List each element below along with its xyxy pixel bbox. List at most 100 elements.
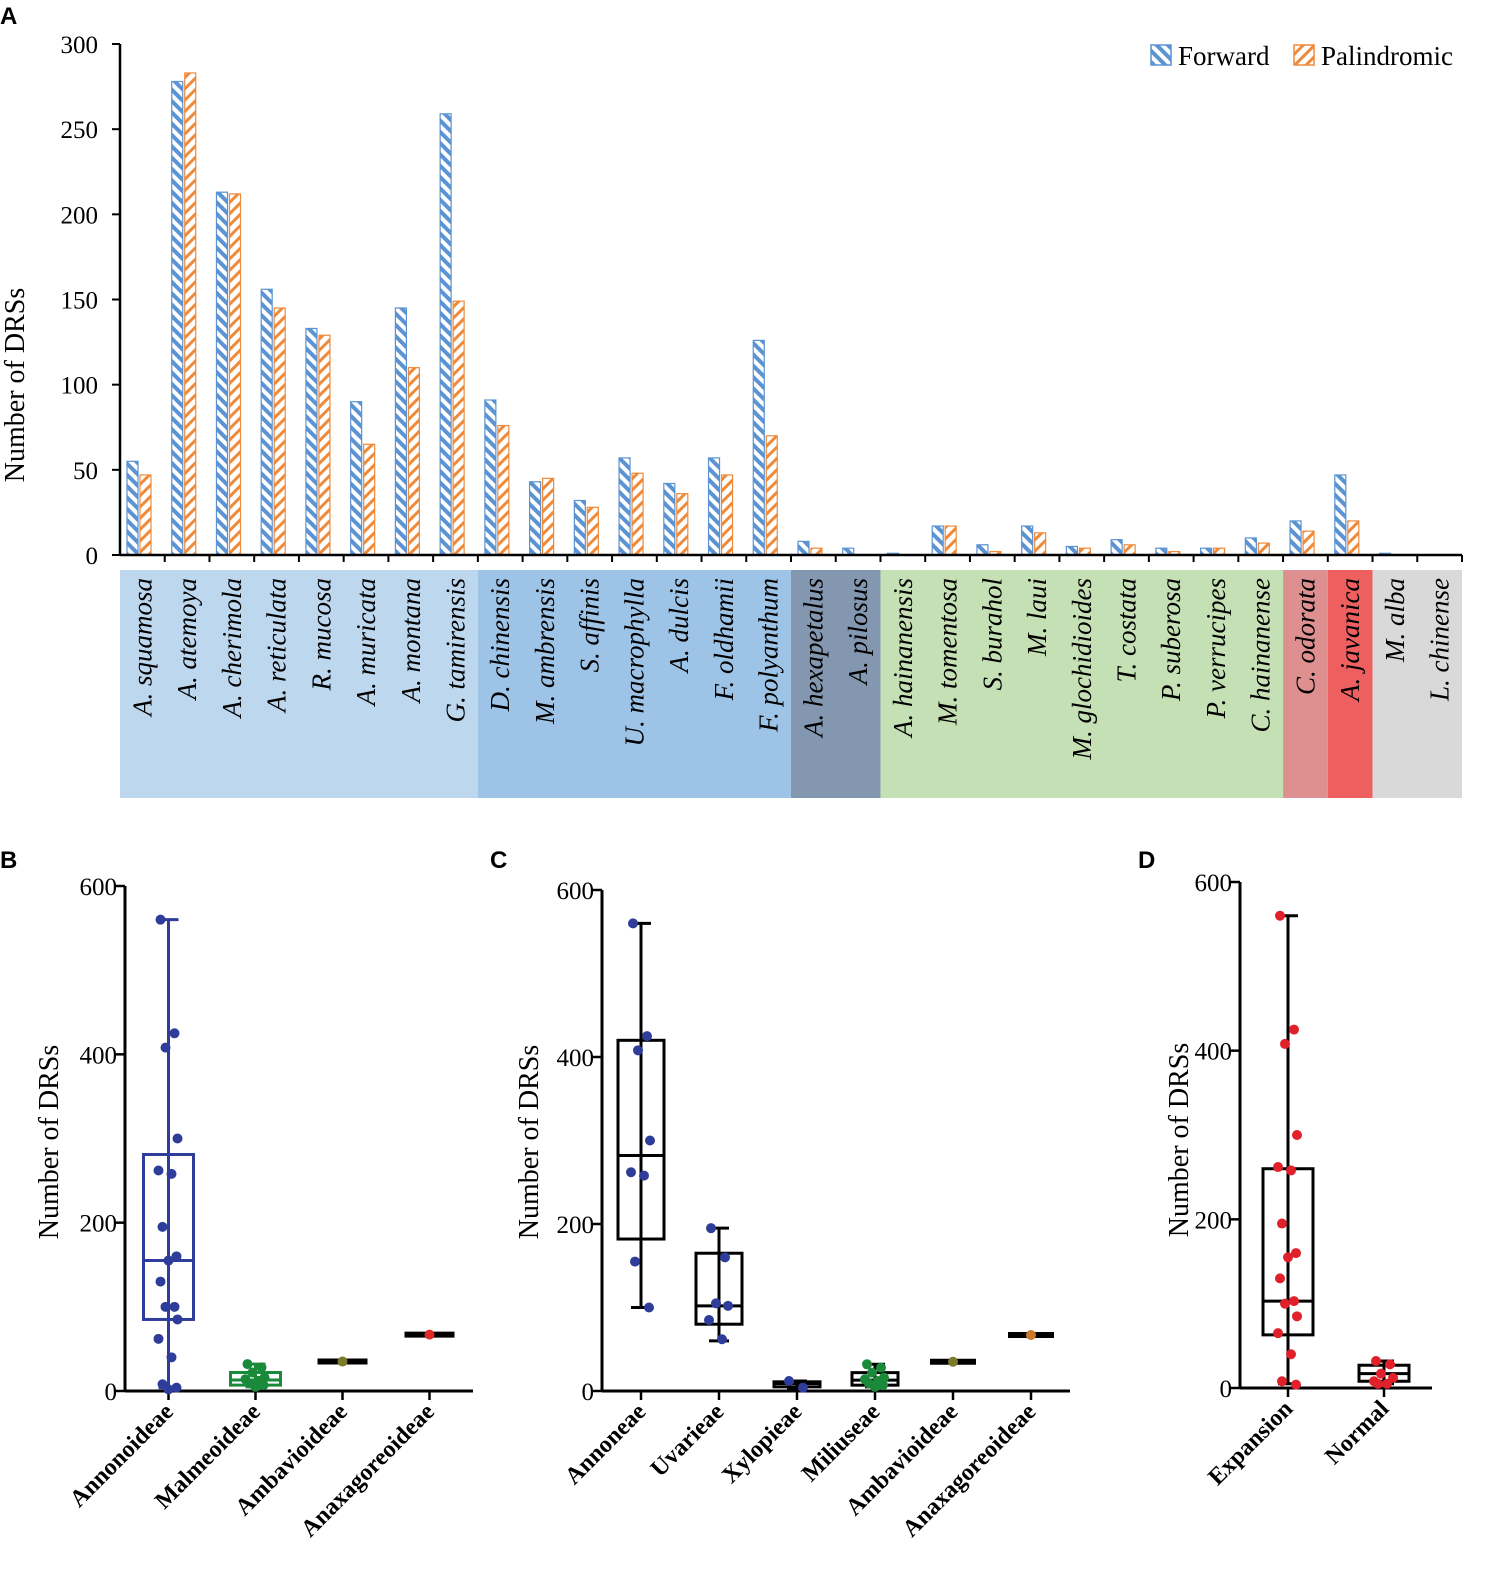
data-point-uvarieae xyxy=(723,1300,733,1311)
data-point-annoneae xyxy=(628,918,638,929)
category-band-7 xyxy=(1372,570,1462,798)
data-point-miliuseae xyxy=(878,1380,888,1391)
data-point-anaxagoreoideae xyxy=(424,1329,435,1340)
y-tick-label: 200 xyxy=(557,1212,595,1239)
data-point-annonoideae xyxy=(160,1301,171,1312)
y-tick-label: 150 xyxy=(61,288,99,315)
panel-c-y-axis-label: Number of DRSs xyxy=(514,1045,545,1239)
data-point-xylopieae xyxy=(798,1382,808,1393)
bar-palindromic-r-mucosa xyxy=(318,334,331,556)
category-label-normal: Normal xyxy=(1320,1396,1394,1470)
legend-swatch-palindromic xyxy=(1293,44,1315,66)
data-point-expansion xyxy=(1286,1165,1296,1176)
data-point-annoneae xyxy=(626,1167,636,1178)
category-band-2 xyxy=(477,570,791,798)
tick-label-u-macrophylla: U. macrophylla xyxy=(619,578,649,746)
bar-palindromic-a-reticulata xyxy=(273,307,286,556)
data-point-uvarieae xyxy=(704,1315,714,1326)
box-plot-d: 0 200 400 600 Expansion Normal xyxy=(1195,870,1432,1491)
y-tick-label: 200 xyxy=(1195,1207,1233,1234)
data-point-miliuseae xyxy=(867,1367,877,1378)
data-point-expansion xyxy=(1277,1376,1287,1387)
tick-label-m-alba: M. alba xyxy=(1380,578,1410,663)
data-point-expansion xyxy=(1292,1130,1302,1140)
tick-label-m-glochidioides: M. glochidioides xyxy=(1067,578,1097,760)
y-tick-label: 200 xyxy=(80,1211,118,1238)
bar-forward-a-squamosa xyxy=(126,460,139,556)
legend-swatch-forward xyxy=(1150,44,1172,66)
data-point-annonoideae xyxy=(169,1028,180,1039)
legend-label-palindromic: Palindromic xyxy=(1321,41,1453,71)
y-tick-label: 100 xyxy=(61,373,99,400)
data-point-annonoideae xyxy=(171,1382,182,1393)
bar-forward-a-cherimola xyxy=(215,191,229,556)
tick-label-f-oldhamii: F. oldhamii xyxy=(709,578,739,702)
tick-label-a-hainanensis: A. hainanensis xyxy=(888,578,918,739)
data-point-uvarieae xyxy=(711,1298,721,1309)
data-point-annoneae xyxy=(642,1031,652,1042)
panel-label-b: B xyxy=(0,847,17,874)
data-point-malmeoideae xyxy=(247,1367,258,1378)
data-point-annonoideae xyxy=(169,1301,180,1312)
data-point-normal xyxy=(1385,1359,1395,1370)
bar-forward-a-atemoya xyxy=(171,80,184,556)
bar-palindromic-s-affinis xyxy=(586,506,599,556)
data-point-expansion xyxy=(1277,1218,1287,1229)
y-tick-label: 50 xyxy=(73,458,98,485)
data-point-malmeoideae xyxy=(250,1381,261,1392)
data-point-ambavioideae xyxy=(948,1356,958,1367)
data-point-expansion xyxy=(1275,910,1285,921)
category-label-xylopieae: Xylopieae xyxy=(717,1399,807,1489)
y-tick-label: 400 xyxy=(1195,1039,1233,1066)
data-point-expansion xyxy=(1291,1379,1301,1390)
box-plot-b: 0200400600AnnonoideaeMalmeoideaeAmbavioi… xyxy=(65,874,473,1542)
bar-forward-a-dulcis xyxy=(663,482,676,556)
data-point-malmeoideae xyxy=(242,1359,253,1370)
category-band-3 xyxy=(791,570,881,798)
tick-label-a-montana: A. montana xyxy=(396,578,426,705)
category-label-annoneae: Annoneae xyxy=(560,1399,651,1490)
tick-label-c-hainanense: C. hainanense xyxy=(1246,578,1276,733)
data-point-expansion xyxy=(1286,1349,1296,1360)
tick-label-s-burahol: S. burahol xyxy=(977,578,1007,691)
data-point-annonoideae xyxy=(166,1352,177,1363)
data-point-expansion xyxy=(1291,1248,1301,1259)
data-point-uvarieae xyxy=(720,1252,730,1263)
tick-label-a-reticulata: A. reticulata xyxy=(262,578,292,714)
bar-forward-s-burahol xyxy=(976,544,989,556)
data-point-uvarieae xyxy=(706,1223,716,1234)
bar-forward-a-javanica xyxy=(1334,474,1347,556)
bar-palindromic-c-hainanense xyxy=(1257,542,1270,556)
tick-label-a-dulcis: A. dulcis xyxy=(664,578,694,675)
bar-palindromic-a-javanica xyxy=(1347,520,1360,556)
panel-a-y-axis-label: Number of DRSs xyxy=(0,288,31,482)
tick-label-d-chinensis: D. chinensis xyxy=(485,578,515,712)
data-point-annonoideae xyxy=(153,1165,164,1176)
panel-d-y-axis-label: Number of DRSs xyxy=(1164,1043,1195,1237)
tick-label-m-ambrensis: M. ambrensis xyxy=(530,578,560,725)
data-point-annoneae xyxy=(644,1302,654,1313)
box-plot-c: 0200400600AnnoneaeUvarieaeXylopieaeMiliu… xyxy=(557,878,1070,1543)
tick-label-g-tamirensis: G. tamirensis xyxy=(441,578,471,723)
data-point-annonoideae xyxy=(166,1168,177,1179)
data-point-expansion xyxy=(1292,1311,1302,1322)
tick-label-f-polyanthum: F. polyanthum xyxy=(754,578,784,733)
bar-forward-c-hainanense xyxy=(1244,537,1257,556)
bar-palindromic-a-cherimola xyxy=(228,193,242,556)
data-point-expansion xyxy=(1273,1162,1283,1173)
panel-b-y-axis-label: Number of DRSs xyxy=(34,1045,65,1239)
y-tick-label: 600 xyxy=(80,874,118,901)
data-point-expansion xyxy=(1275,1273,1285,1284)
bar-forward-t-costata xyxy=(1110,539,1123,556)
y-tick-label: 600 xyxy=(557,878,595,905)
category-label-anaxagoreoideae: Anaxagoreoideae xyxy=(898,1399,1042,1543)
bar-forward-f-polyanthum xyxy=(752,339,765,556)
y-tick-label: 400 xyxy=(80,1042,118,1069)
tick-label-a-pilosus: A. pilosus xyxy=(843,578,873,687)
y-tick-label: 600 xyxy=(1195,870,1233,897)
bar-forward-u-macrophylla xyxy=(618,457,631,556)
tick-label-a-cherimola: A. cherimola xyxy=(217,578,247,719)
tick-label-c-odorata: C. odorata xyxy=(1290,578,1320,695)
data-point-normal xyxy=(1382,1378,1392,1389)
bar-palindromic-f-polyanthum xyxy=(765,435,778,556)
